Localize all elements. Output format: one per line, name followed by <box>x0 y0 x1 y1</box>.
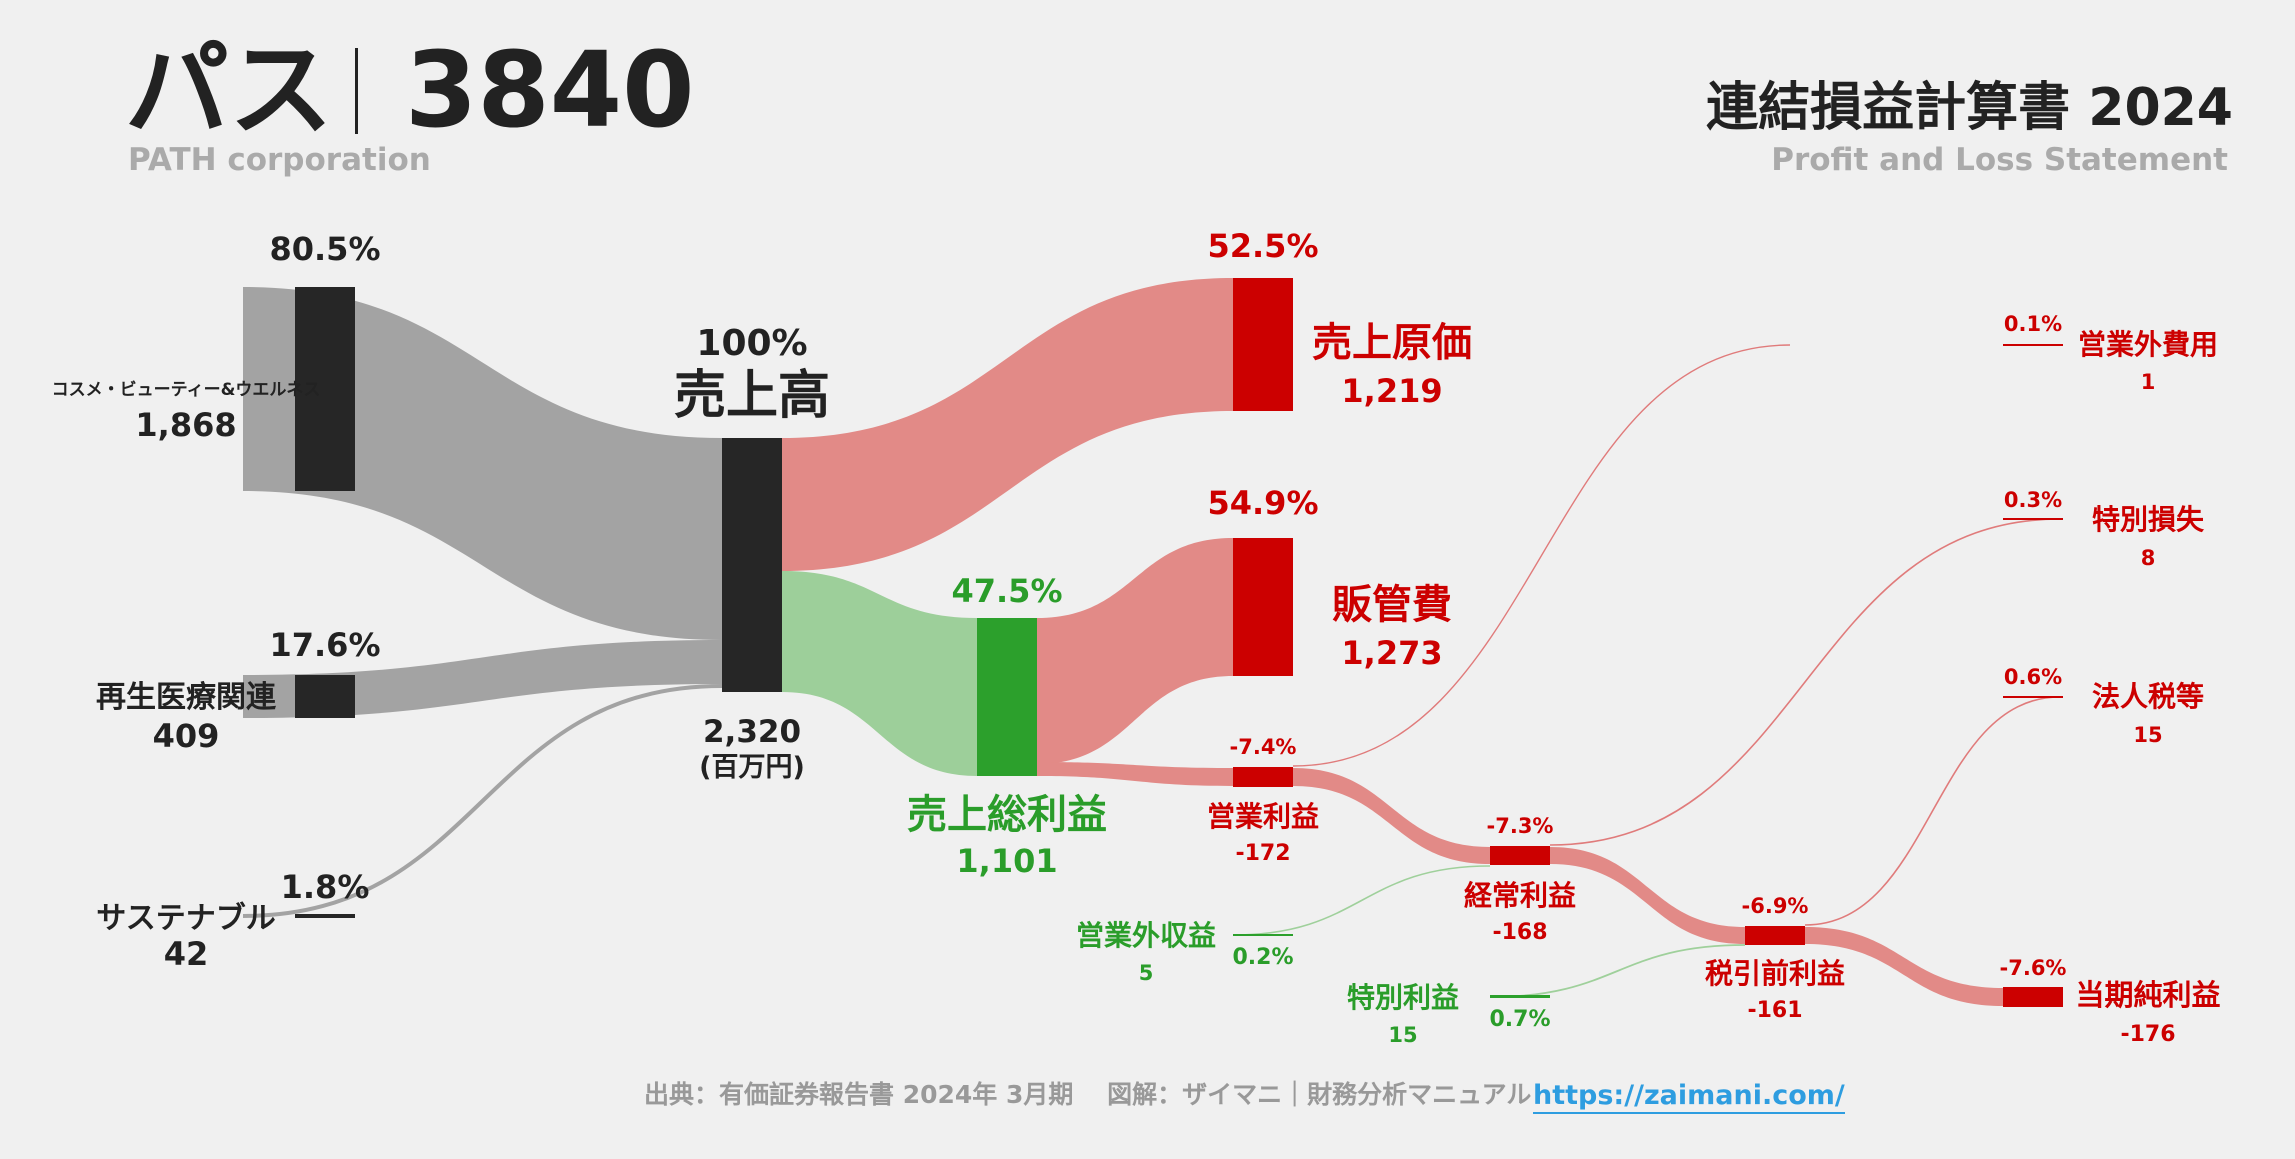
flow-ordinary-to-ext-loss <box>1549 518 2061 846</box>
flow-pretax-to-tax <box>1804 696 2061 926</box>
flow-ordinary-to-pretax <box>1550 847 1745 944</box>
revenue-name: 売上高 <box>674 366 830 426</box>
flow-nodes <box>295 278 2063 1007</box>
nonop-inc-pct: 0.2% <box>1232 945 1293 970</box>
ordinary-pct: -7.3% <box>1487 814 1554 838</box>
op-pct: -7.4% <box>1230 735 1297 759</box>
node-cosme <box>295 287 355 491</box>
sga-name: 販管費 <box>1332 582 1452 628</box>
company-name: パス <box>125 29 334 151</box>
source-link[interactable]: https://zaimani.com/ <box>1533 1082 1845 1114</box>
ordinary-name: 経常利益 <box>1464 879 1576 912</box>
ext-loss-name: 特別損失 <box>2092 503 2205 536</box>
statement-subtitle: Profit and Loss Statement <box>1771 142 2228 178</box>
cogs-value: 1,219 <box>1341 372 1442 410</box>
sustain-pct: 1.8% <box>281 868 370 906</box>
node-ext-loss <box>2003 518 2063 520</box>
flow-cosme-to-revenue <box>243 287 722 640</box>
regen-name: 再生医療関連 <box>96 680 277 715</box>
pretax-pct: -6.9% <box>1742 894 1809 918</box>
cogs-name: 売上原価 <box>1312 320 1472 366</box>
ext-gain-value: 15 <box>1388 1023 1417 1047</box>
flow-links <box>242 278 2061 1006</box>
nonop-exp-pct: 0.1% <box>2004 312 2062 336</box>
flow-pretax-to-net <box>1805 927 2003 1006</box>
node-cogs <box>1233 278 1293 411</box>
ext-loss-pct: 0.3% <box>2004 488 2062 512</box>
flow-labels: 80.5% コスメ・ビューティー&ウエルネス 1,868 17.6% 再生医療関連409… <box>52 227 2221 1047</box>
flow-gross-to-sga <box>1037 538 1233 764</box>
sustain-value: 42 <box>164 935 209 973</box>
node-sustain <box>295 914 355 918</box>
net-name: 当期純利益 <box>2075 978 2220 1012</box>
flow-nonop-inc-to-ordinary <box>1232 865 1491 936</box>
node-nonop-inc <box>1233 934 1293 936</box>
unit-label: (百万円) <box>699 752 805 783</box>
ext-loss-value: 8 <box>2141 546 2156 570</box>
nonop-exp-name: 営業外費用 <box>2078 328 2218 361</box>
cosme-value: 1,868 <box>135 406 236 444</box>
regen-pct: 17.6% <box>269 626 380 664</box>
flow-op-to-ordinary <box>1293 768 1490 864</box>
stock-code: 3840 <box>405 29 695 151</box>
revenue-pct: 100% <box>696 323 807 364</box>
flow-ext-gain-to-pretax <box>1489 944 1746 998</box>
ordinary-value: -168 <box>1492 920 1547 945</box>
flow-regen-to-revenue <box>243 640 722 718</box>
sga-value: 1,273 <box>1341 634 1442 672</box>
cogs-pct: 52.5% <box>1207 227 1318 265</box>
net-value: -176 <box>2120 1022 2175 1047</box>
nonop-inc-value: 5 <box>1139 961 1154 985</box>
gross-value: 1,101 <box>956 842 1057 880</box>
nonop-exp-value: 1 <box>2141 370 2156 394</box>
gross-pct: 47.5% <box>951 572 1062 610</box>
node-revenue <box>722 438 782 692</box>
pretax-name: 税引前利益 <box>1705 957 1845 990</box>
tax-value: 15 <box>2133 723 2162 747</box>
node-gross <box>977 618 1037 776</box>
revenue-value: 2,320 <box>703 714 801 750</box>
sga-pct: 54.9% <box>1207 484 1318 522</box>
flow-revenue-to-cogs <box>782 278 1233 571</box>
statement-title: 連結損益計算書 2024 <box>1706 78 2233 138</box>
source-note: 出典：有価証券報告書 2024年 3月期 図解：ザイマニ｜財務分析マニュアル <box>644 1080 1532 1109</box>
title-separator <box>355 48 358 134</box>
node-pretax <box>1745 926 1805 945</box>
node-ext-gain <box>1490 995 1550 998</box>
ext-gain-name: 特別利益 <box>1347 981 1459 1014</box>
net-pct: -7.6% <box>2000 956 2067 980</box>
flow-op-to-nonop-exp <box>1292 344 1791 767</box>
node-net <box>2003 987 2063 1007</box>
cosme-name: コスメ・ビューティー&ウエルネス <box>52 380 321 400</box>
op-name: 営業利益 <box>1207 800 1319 833</box>
node-ordinary <box>1490 846 1550 865</box>
pretax-value: -161 <box>1747 998 1802 1023</box>
op-value: -172 <box>1235 841 1290 866</box>
flow-gross-to-op <box>1037 762 1233 786</box>
tax-name: 法人税等 <box>2092 680 2204 713</box>
tax-pct: 0.6% <box>2004 665 2062 689</box>
node-tax <box>2003 696 2063 698</box>
gross-name: 売上総利益 <box>907 792 1107 838</box>
node-op <box>1233 767 1293 787</box>
company-name-en: PATH corporation <box>128 142 431 178</box>
nonop-inc-name: 営業外収益 <box>1076 919 1216 952</box>
regen-value: 409 <box>153 717 220 755</box>
node-nonop-exp <box>2003 344 2063 346</box>
flow-revenue-to-gross <box>782 571 977 776</box>
flow-sustain-to-revenue <box>242 684 723 918</box>
node-sga <box>1233 538 1293 676</box>
cosme-pct: 80.5% <box>269 230 380 268</box>
ext-gain-pct: 0.7% <box>1489 1007 1550 1032</box>
sustain-name: サステナブル <box>96 901 275 936</box>
node-regen <box>295 675 355 718</box>
